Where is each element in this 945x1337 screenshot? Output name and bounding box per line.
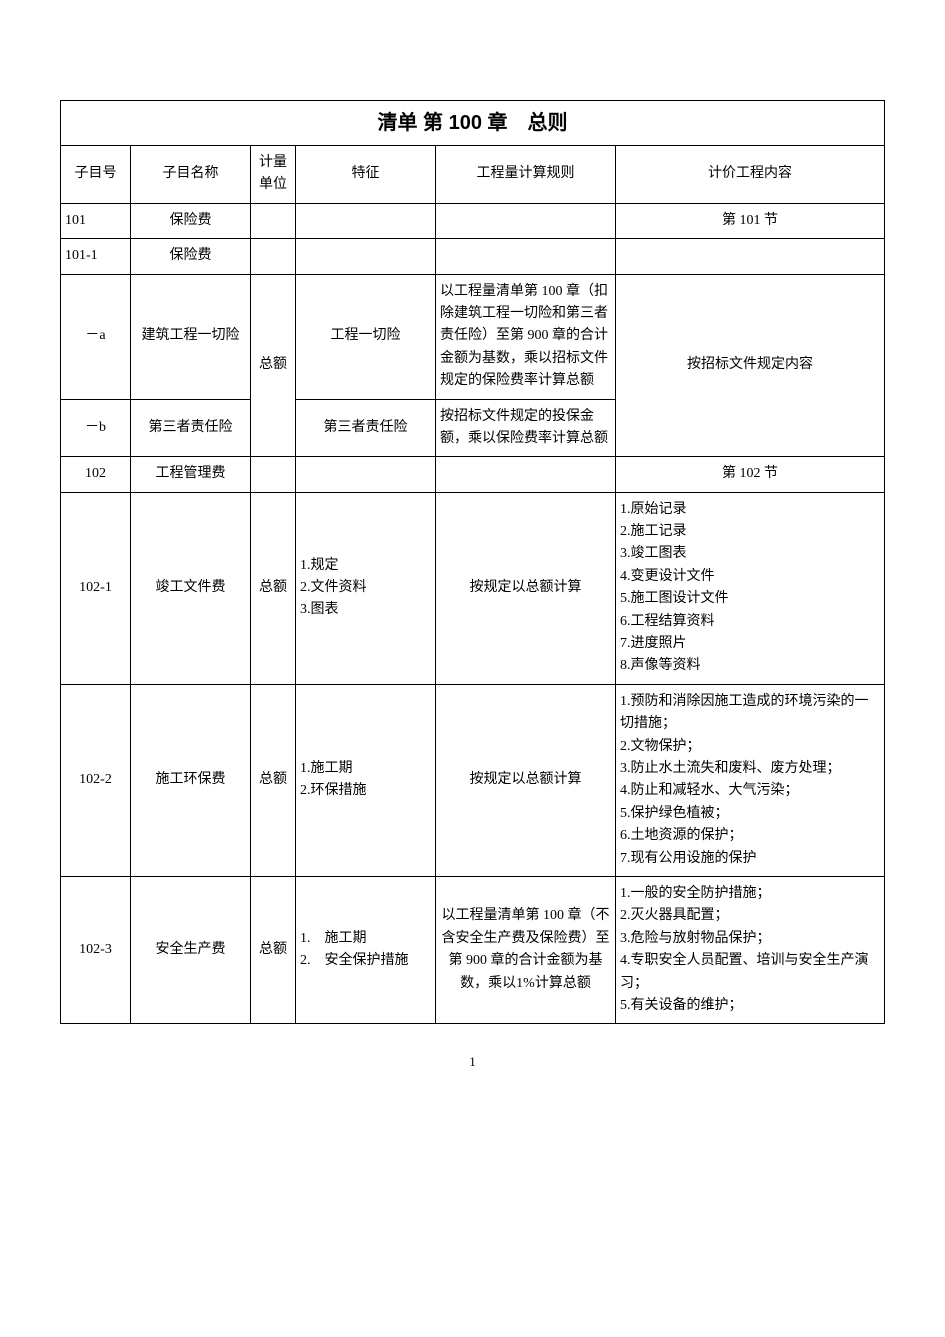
cell-name: 第三者责任险: [131, 399, 251, 457]
table-row: 102-1 竣工文件费 总额 1.规定2.文件资料3.图表 按规定以总额计算 1…: [61, 492, 885, 684]
cell-unit: [251, 457, 296, 492]
cell-unit: 总额: [251, 492, 296, 684]
cell-unit: 总额: [251, 684, 296, 876]
header-content: 计价工程内容: [616, 146, 885, 204]
cell-unit: [251, 239, 296, 274]
table-row: 102 工程管理费 第 102 节: [61, 457, 885, 492]
header-code: 子目号: [61, 146, 131, 204]
cell-unit: [251, 203, 296, 238]
cell-feature: [296, 239, 436, 274]
cell-name: 施工环保费: [131, 684, 251, 876]
cell-code: －a: [61, 274, 131, 399]
cell-code: 102-2: [61, 684, 131, 876]
cell-rule: 以工程量清单第 100 章（扣除建筑工程一切险和第三者责任险）至第 900 章的…: [436, 274, 616, 399]
cell-name: 保险费: [131, 203, 251, 238]
cell-code: 102-1: [61, 492, 131, 684]
cell-feature: [296, 457, 436, 492]
cell-name: 安全生产费: [131, 876, 251, 1023]
table-row: 101-1 保险费: [61, 239, 885, 274]
page-number: 1: [60, 1054, 885, 1070]
cell-code: 101: [61, 203, 131, 238]
bill-of-quantities-table: 清单 第 100 章 总则 子目号 子目名称 计量单位 特征 工程量计算规则 计…: [60, 100, 885, 1024]
cell-feature: 1. 施工期2. 安全保护措施: [296, 876, 436, 1023]
cell-feature: 工程一切险: [296, 274, 436, 399]
cell-content: 1.原始记录2.施工记录3.竣工图表4.变更设计文件5.施工图设计文件6.工程结…: [616, 492, 885, 684]
cell-rule: 按招标文件规定的投保金额，乘以保险费率计算总额: [436, 399, 616, 457]
cell-content: 1.预防和消除因施工造成的环境污染的一切措施；2.文物保护；3.防止水土流失和废…: [616, 684, 885, 876]
header-feature: 特征: [296, 146, 436, 204]
cell-feature: 第三者责任险: [296, 399, 436, 457]
cell-code: 102: [61, 457, 131, 492]
cell-content: 第 102 节: [616, 457, 885, 492]
cell-rule: 按规定以总额计算: [436, 492, 616, 684]
table-row: －a 建筑工程一切险 总额 工程一切险 以工程量清单第 100 章（扣除建筑工程…: [61, 274, 885, 399]
table-row: 102-2 施工环保费 总额 1.施工期2.环保措施 按规定以总额计算 1.预防…: [61, 684, 885, 876]
header-unit: 计量单位: [251, 146, 296, 204]
cell-rule: 以工程量清单第 100 章（不含安全生产费及保险费）至第 900 章的合计金额为…: [436, 876, 616, 1023]
cell-code: 102-3: [61, 876, 131, 1023]
header-rule: 工程量计算规则: [436, 146, 616, 204]
cell-rule: [436, 457, 616, 492]
cell-unit: 总额: [251, 876, 296, 1023]
cell-content: 按招标文件规定内容: [616, 274, 885, 457]
cell-content: [616, 239, 885, 274]
cell-code: 101-1: [61, 239, 131, 274]
table-title: 清单 第 100 章 总则: [61, 101, 885, 146]
cell-name: 建筑工程一切险: [131, 274, 251, 399]
cell-name: 保险费: [131, 239, 251, 274]
cell-rule: 按规定以总额计算: [436, 684, 616, 876]
header-name: 子目名称: [131, 146, 251, 204]
cell-name: 竣工文件费: [131, 492, 251, 684]
cell-rule: [436, 239, 616, 274]
cell-feature: [296, 203, 436, 238]
title-row: 清单 第 100 章 总则: [61, 101, 885, 146]
cell-feature: 1.规定2.文件资料3.图表: [296, 492, 436, 684]
header-row: 子目号 子目名称 计量单位 特征 工程量计算规则 计价工程内容: [61, 146, 885, 204]
cell-rule: [436, 203, 616, 238]
cell-code: －b: [61, 399, 131, 457]
cell-feature: 1.施工期2.环保措施: [296, 684, 436, 876]
cell-name: 工程管理费: [131, 457, 251, 492]
table-row: 102-3 安全生产费 总额 1. 施工期2. 安全保护措施 以工程量清单第 1…: [61, 876, 885, 1023]
cell-content: 第 101 节: [616, 203, 885, 238]
cell-unit: 总额: [251, 274, 296, 457]
cell-content: 1.一般的安全防护措施；2.灭火器具配置；3.危险与放射物品保护；4.专职安全人…: [616, 876, 885, 1023]
table-row: 101 保险费 第 101 节: [61, 203, 885, 238]
